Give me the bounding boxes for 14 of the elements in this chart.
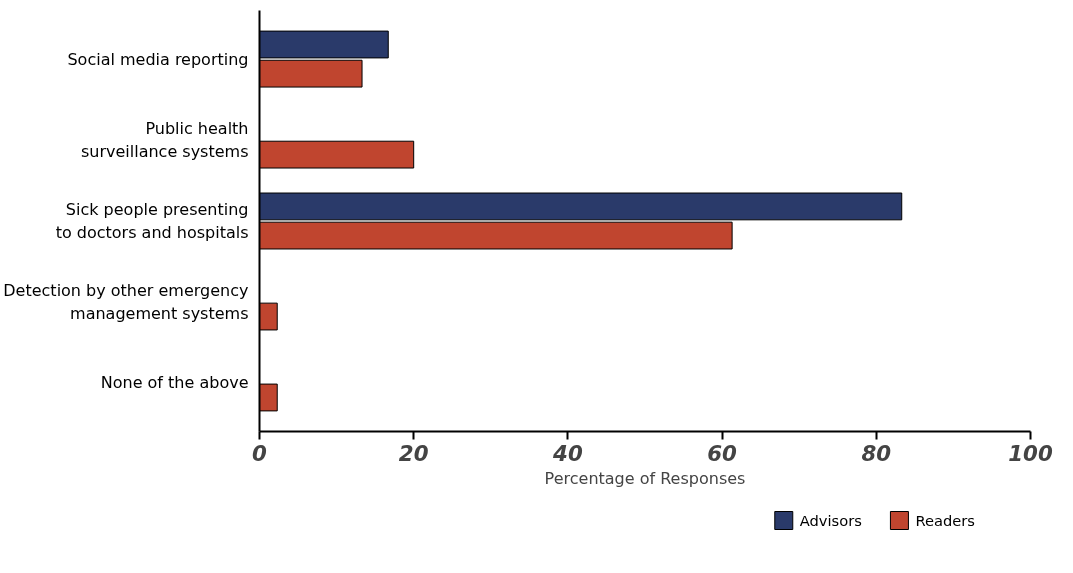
- y-tick-label: None of the above: [100, 373, 249, 393]
- x-axis-title: Percentage of Responses: [544, 468, 746, 488]
- y-tick-label: Sick people presenting to doctors and hospitals: [55, 200, 249, 242]
- y-tick-label: Detection by other emergency management systems: [3, 281, 249, 323]
- x-tick-label: 0: [252, 440, 268, 466]
- x-tick-label: 60: [707, 440, 738, 466]
- x-tick-label: 40: [552, 440, 583, 466]
- x-tick-label: 80: [861, 440, 892, 466]
- legend-label: Advisors: [799, 512, 862, 529]
- x-tick-label: 100: [1008, 440, 1053, 466]
- legend-label: Readers: [915, 512, 975, 529]
- x-tick-label: 20: [398, 440, 429, 466]
- y-tick-label: Public health surveillance systems: [80, 119, 249, 161]
- y-tick-label: Social media reporting: [67, 49, 249, 69]
